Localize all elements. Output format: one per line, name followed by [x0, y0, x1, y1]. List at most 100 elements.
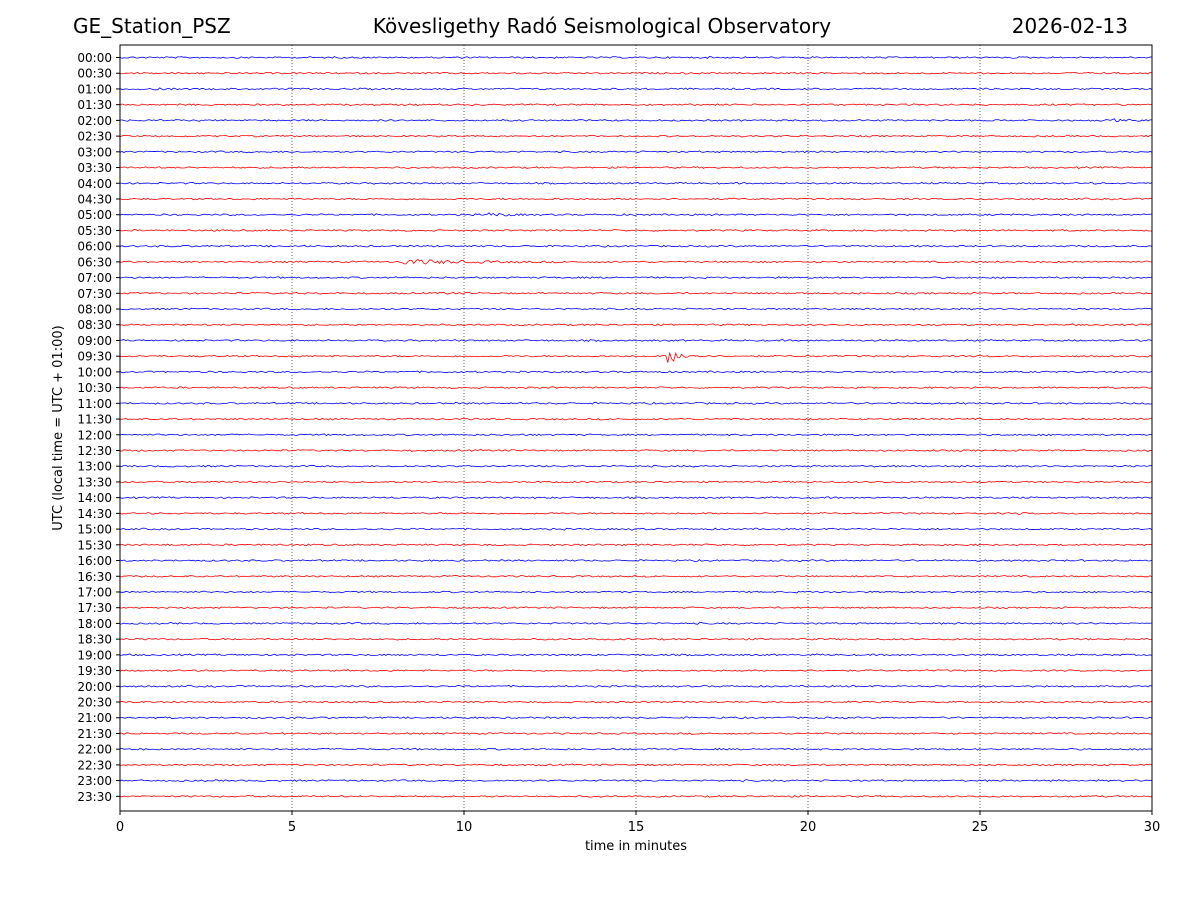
trace-1800 [119, 622, 1153, 625]
y-tick-label-1530: 15:30 [77, 538, 112, 552]
y-tick-label-1430: 14:30 [77, 507, 112, 521]
trace-0700 [119, 276, 1153, 279]
y-tick-label-1300: 13:00 [77, 460, 112, 474]
trace-2330 [119, 795, 1153, 798]
trace-2200 [119, 747, 1153, 751]
x-tick-label-0: 0 [116, 820, 124, 835]
y-tick-label-2200: 22:00 [77, 743, 112, 757]
trace-1200 [119, 433, 1153, 437]
date-title: 2026-02-13 [1011, 14, 1128, 38]
y-tick-label-2130: 21:30 [77, 727, 112, 741]
station-title: GE_Station_PSZ [73, 14, 231, 38]
trace-group [119, 56, 1153, 798]
trace-1930 [119, 669, 1153, 672]
trace-1000 [119, 370, 1153, 374]
trace-0530 [119, 229, 1153, 232]
x-tick-label-5: 5 [288, 820, 296, 835]
y-tick-label-1230: 12:30 [77, 444, 112, 458]
y-tick-label-1330: 13:30 [77, 475, 112, 489]
y-tick-label-0500: 05:00 [77, 208, 112, 222]
y-tick-label-1200: 12:00 [77, 428, 112, 442]
trace-0330 [119, 166, 1153, 169]
trace-1700 [119, 590, 1153, 594]
y-tick-label-0800: 08:00 [77, 303, 112, 317]
x-tick-label-10: 10 [456, 820, 473, 835]
trace-2030 [119, 700, 1153, 704]
trace-0730 [119, 291, 1153, 295]
y-tick-label-1000: 10:00 [77, 365, 112, 379]
y-tick-label-2230: 22:30 [77, 758, 112, 772]
y-tick-label-0200: 02:00 [77, 114, 112, 128]
y-tick-label-0300: 03:00 [77, 145, 112, 159]
trace-2300 [119, 779, 1153, 783]
y-tick-label-0330: 03:30 [77, 161, 112, 175]
x-tick-label-20: 20 [800, 820, 817, 835]
trace-0600 [119, 244, 1153, 248]
y-tick-label-0630: 06:30 [77, 255, 112, 269]
trace-1330 [119, 480, 1153, 484]
y-tick-label-0230: 02:30 [77, 130, 112, 144]
trace-1500 [119, 527, 1153, 531]
trace-1630 [119, 574, 1153, 578]
trace-2100 [119, 716, 1153, 720]
trace-1830 [119, 637, 1153, 641]
y-tick-label-1830: 18:30 [77, 633, 112, 647]
x-tick-label-25: 25 [972, 820, 989, 835]
trace-0030 [119, 71, 1153, 75]
trace-1230 [119, 449, 1153, 452]
trace-1100 [119, 401, 1153, 405]
y-tick-label-0130: 01:30 [77, 98, 112, 112]
y-tick-label-1930: 19:30 [77, 664, 112, 678]
grid-lines [291, 45, 981, 811]
y-tick-label-1800: 18:00 [77, 617, 112, 631]
trace-0000 [119, 56, 1153, 59]
trace-2000 [119, 684, 1153, 688]
y-tick-label-0730: 07:30 [77, 287, 112, 301]
y-tick-label-0600: 06:00 [77, 240, 112, 254]
trace-1300 [119, 464, 1153, 468]
y-tick-label-0430: 04:30 [77, 192, 112, 206]
y-tick-label-1900: 19:00 [77, 648, 112, 662]
trace-0430 [119, 197, 1153, 201]
y-tick-label-0830: 08:30 [77, 318, 112, 332]
y-tick-label-0100: 01:00 [77, 82, 112, 96]
y-tick-label-0030: 00:30 [77, 67, 112, 81]
y-tick-label-2330: 23:30 [77, 790, 112, 804]
trace-1030 [119, 386, 1153, 389]
trace-1130 [119, 417, 1153, 421]
trace-0830 [119, 323, 1153, 327]
y-tick-label-1730: 17:30 [77, 601, 112, 615]
y-tick-label-0400: 04:00 [77, 177, 112, 191]
y-tick-label-0000: 00:00 [77, 51, 112, 65]
trace-2230 [119, 763, 1153, 767]
trace-1430 [119, 511, 1153, 516]
y-tick-label-1400: 14:00 [77, 491, 112, 505]
y-tick-label-2000: 20:00 [77, 680, 112, 694]
trace-0630 [119, 258, 1153, 265]
trace-1530 [119, 543, 1153, 547]
y-tick-label-1630: 16:30 [77, 570, 112, 584]
y-tick-label-2030: 20:30 [77, 696, 112, 710]
trace-0130 [119, 103, 1153, 107]
y-tick-label-1600: 16:00 [77, 554, 112, 568]
x-axis: 0 5 10 15 20 25 30 [116, 811, 1160, 835]
trace-1730 [119, 606, 1153, 610]
trace-2130 [119, 732, 1153, 735]
trace-1400 [119, 496, 1153, 500]
y-axis-label: UTC (local time = UTC + 01:00) [51, 325, 66, 530]
y-tick-label-1700: 17:00 [77, 585, 112, 599]
trace-0300 [119, 150, 1153, 154]
x-tick-label-15: 15 [628, 820, 645, 835]
trace-1900 [119, 653, 1153, 657]
y-tick-label-1500: 15:00 [77, 523, 112, 537]
y-tick-label-2100: 21:00 [77, 711, 112, 725]
trace-0100 [119, 87, 1153, 91]
trace-0200 [119, 118, 1153, 122]
y-tick-label-0930: 09:30 [77, 350, 112, 364]
trace-0500 [119, 212, 1153, 217]
y-tick-label-0530: 05:30 [77, 224, 112, 238]
y-tick-label-1130: 11:30 [77, 413, 112, 427]
trace-0800 [119, 307, 1153, 311]
